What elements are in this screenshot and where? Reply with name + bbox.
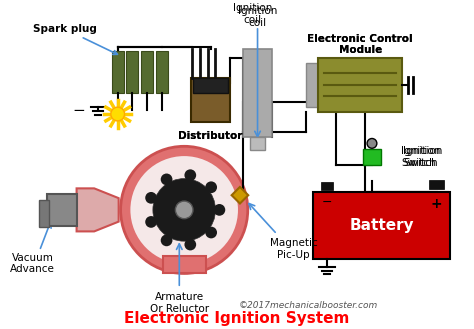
Bar	[232, 187, 248, 204]
Circle shape	[184, 169, 196, 181]
Text: Distributor: Distributor	[178, 131, 243, 140]
Circle shape	[184, 239, 196, 250]
Bar	[313, 192, 450, 259]
Text: Spark plug: Spark plug	[33, 24, 118, 54]
Circle shape	[155, 181, 213, 239]
Bar	[156, 51, 167, 92]
Text: Vacuum
Advance: Vacuum Advance	[10, 253, 55, 274]
Bar	[127, 51, 138, 92]
Circle shape	[111, 107, 125, 121]
Text: Electronic Ignition System: Electronic Ignition System	[124, 311, 350, 326]
Circle shape	[153, 179, 216, 241]
Bar	[307, 63, 318, 107]
Bar	[193, 78, 228, 92]
Circle shape	[213, 204, 225, 216]
Bar	[363, 149, 381, 165]
Text: Magnetic
Pic-Up: Magnetic Pic-Up	[270, 238, 318, 260]
Circle shape	[175, 201, 193, 219]
Circle shape	[145, 192, 157, 204]
Text: Ignition
coil: Ignition coil	[233, 4, 273, 25]
Text: Ignition
Switch: Ignition Switch	[403, 146, 443, 168]
Text: Electronic Control
Module: Electronic Control Module	[308, 34, 413, 55]
Bar	[39, 200, 49, 227]
Bar	[163, 256, 206, 273]
Circle shape	[120, 146, 248, 273]
Circle shape	[161, 173, 173, 185]
Text: −: −	[322, 195, 332, 209]
Polygon shape	[77, 189, 118, 231]
Bar	[243, 48, 272, 137]
Bar	[47, 194, 77, 226]
Bar	[318, 58, 402, 112]
Circle shape	[145, 216, 157, 228]
Bar	[428, 180, 444, 190]
Circle shape	[205, 227, 217, 239]
Bar	[250, 137, 265, 150]
Text: Electronic Control
Module: Electronic Control Module	[308, 34, 413, 55]
Circle shape	[205, 181, 217, 193]
Circle shape	[161, 235, 173, 246]
Circle shape	[130, 156, 238, 264]
Circle shape	[367, 139, 377, 148]
Text: +: +	[431, 197, 442, 211]
Bar	[321, 183, 333, 190]
Text: Battery: Battery	[349, 218, 414, 233]
Text: −: −	[72, 103, 85, 118]
Bar	[112, 51, 124, 92]
Bar	[191, 78, 230, 122]
Text: Ignition
coil: Ignition coil	[238, 6, 277, 28]
Text: ©2017mechanicalbooster.com: ©2017mechanicalbooster.com	[239, 301, 378, 310]
Bar	[141, 51, 153, 92]
Text: Distributor: Distributor	[178, 131, 243, 140]
Text: Armature
Or Reluctor: Armature Or Reluctor	[150, 292, 209, 314]
Text: Ignition
Switch: Ignition Switch	[401, 146, 441, 168]
